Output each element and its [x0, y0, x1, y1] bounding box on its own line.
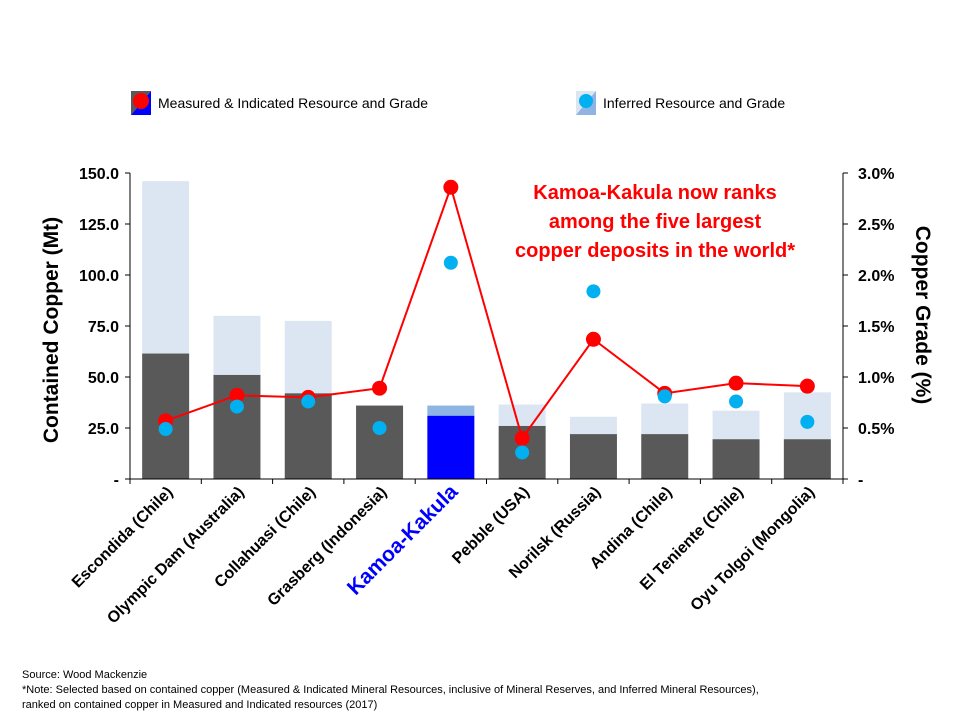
- bar-measured-indicated: [783, 439, 831, 479]
- bar-measured-indicated: [569, 434, 617, 479]
- bar-inferred: [641, 403, 689, 435]
- grade-point-inferred: [800, 414, 815, 429]
- legend-mi-label: Measured & Indicated Resource and Grade: [158, 95, 428, 111]
- bar-inferred: [712, 410, 760, 440]
- grade-point-measured-indicated: [585, 331, 601, 347]
- category-label: Oyu Tolgoi (Mongolia): [688, 484, 819, 615]
- bar-inferred: [213, 315, 261, 375]
- y2-tick-label: 2.0%: [858, 268, 894, 285]
- bar-inferred: [569, 416, 617, 435]
- grade-point-measured-indicated: [799, 378, 815, 394]
- legend-inferred-label: Inferred Resource and Grade: [603, 95, 785, 111]
- annotation-line-1: Kamoa-Kakula now ranks: [533, 182, 776, 204]
- bar-measured-indicated: [427, 415, 475, 479]
- grade-point-inferred: [158, 422, 173, 437]
- y-tick-label: 25.0: [88, 421, 119, 438]
- legend: Measured & Indicated Resource and Grade …: [131, 91, 785, 115]
- bar-measured-indicated: [356, 405, 404, 479]
- footnote-line-1: *Note: Selected based on contained coppe…: [22, 684, 759, 696]
- y2-tick-label: -: [858, 472, 863, 489]
- bar-measured-indicated: [712, 439, 760, 479]
- y2-tick-label: 3.0%: [858, 166, 894, 183]
- y-tick-label: 100.0: [79, 268, 119, 285]
- bar-measured-indicated: [641, 434, 689, 479]
- footnote-line-2: ranked on contained copper in Measured a…: [22, 699, 378, 711]
- grade-line-measured-indicated: [165, 183, 808, 441]
- grade-point-inferred: [657, 389, 672, 404]
- category-label: Kamoa-Kakula: [343, 480, 463, 600]
- y-tick-label: 150.0: [79, 166, 119, 183]
- source-note: Source: Wood Mackenzie: [22, 669, 148, 681]
- category-label: Grasberg (Indonesia): [265, 484, 391, 610]
- annotation-line-2: among the five largest: [549, 211, 762, 233]
- category-label: Olympic Dam (Australia): [104, 484, 247, 627]
- grade-point-measured-indicated: [728, 375, 744, 391]
- y2-tick-label: 2.5%: [858, 217, 894, 234]
- bar-inferred: [142, 181, 190, 354]
- grade-point-measured-indicated: [514, 430, 530, 446]
- annotation-line-3: copper deposits in the world*: [515, 240, 795, 262]
- y-tick-label: 125.0: [79, 217, 119, 234]
- footnotes: Source: Wood Mackenzie *Note: Selected b…: [22, 668, 952, 713]
- y-tick-label: -: [114, 472, 119, 489]
- y2-axis-title: Copper Grade (%): [911, 226, 934, 405]
- y-axis-title: Contained Copper (Mt): [40, 217, 63, 443]
- grade-point-inferred: [229, 399, 244, 414]
- y-tick-label: 50.0: [88, 370, 119, 387]
- y2-tick-label: 1.0%: [858, 370, 894, 387]
- y-tick-label: 75.0: [88, 319, 119, 336]
- annotation: Kamoa-Kakula now ranks among the five la…: [515, 182, 795, 262]
- copper-deposits-chart: Measured & Indicated Resource and Grade …: [40, 91, 934, 627]
- y2-tick-label: 1.5%: [858, 319, 894, 336]
- grade-point-inferred: [729, 394, 744, 409]
- grade-point-measured-indicated: [443, 179, 459, 195]
- grade-point-measured-indicated: [229, 387, 245, 403]
- grade-point-inferred: [586, 284, 601, 299]
- bar-inferred: [284, 320, 332, 394]
- plot-area: - 25.0 50.0 75.0 100.0 125.0 150.0 - 0.5% 1.0% 1.5…: [69, 166, 895, 627]
- y2-tick-label: 0.5%: [858, 421, 894, 438]
- bar-inferred: [427, 405, 475, 416]
- grade-point-inferred: [372, 421, 387, 435]
- grade-point-inferred: [443, 255, 458, 270]
- legend-inferred-swatch: [576, 91, 596, 115]
- legend-mi-swatch: [131, 91, 151, 115]
- grade-point-inferred: [301, 394, 316, 409]
- grade-point-measured-indicated: [372, 380, 388, 396]
- grade-point-inferred: [515, 445, 530, 460]
